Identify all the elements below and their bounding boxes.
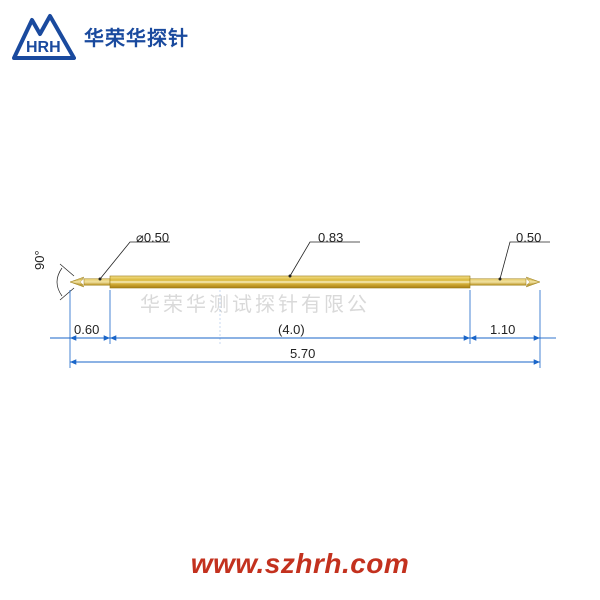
callout-right-dia: 0.50	[516, 230, 541, 245]
dim-left-tip: 0.60	[74, 322, 99, 337]
probe-diagram: ⌀0.50 0.83 0.50 90° 0.60 (4.0) 1.10 5.70	[40, 210, 560, 390]
dim-right-tip: 1.10	[490, 322, 515, 337]
brand-name: 华荣华探针	[84, 22, 189, 51]
callout-center-dia: 0.83	[318, 230, 343, 245]
logo-letters: HRH	[26, 39, 61, 56]
leader-center-dia	[290, 242, 360, 276]
brand-logo: HRH 华荣华探针	[12, 12, 189, 60]
probe-barrel	[110, 276, 470, 288]
probe-left-tip	[70, 277, 110, 287]
probe-svg	[40, 210, 560, 390]
callout-angle: 90°	[32, 250, 47, 270]
website-url: www.szhrh.com	[0, 548, 600, 580]
leader-left-dia	[100, 242, 170, 279]
probe-right-tip	[470, 277, 540, 287]
logo-mark-icon: HRH	[12, 12, 76, 60]
leader-right-dia	[500, 242, 550, 279]
dim-travel: (4.0)	[278, 322, 305, 337]
dim-overall: 5.70	[290, 346, 315, 361]
callout-left-dia: ⌀0.50	[136, 230, 169, 246]
